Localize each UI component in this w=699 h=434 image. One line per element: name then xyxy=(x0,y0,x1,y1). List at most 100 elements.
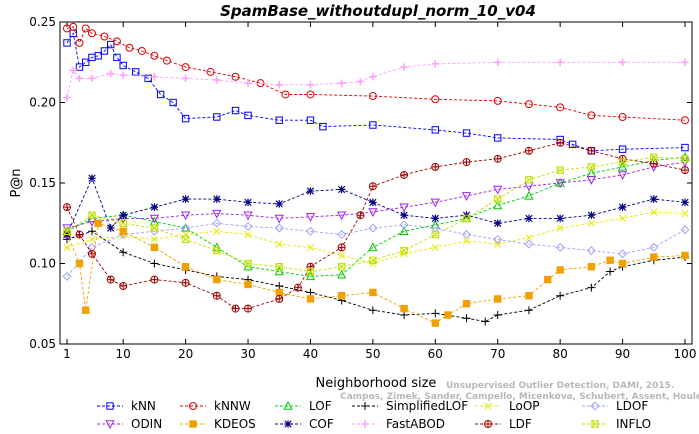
series-ldf xyxy=(63,138,689,313)
legend-item: kNN xyxy=(97,399,156,413)
data-point xyxy=(587,146,596,155)
data-point xyxy=(306,90,315,99)
data-point xyxy=(305,271,316,281)
data-point xyxy=(493,200,503,210)
data-point xyxy=(368,208,378,218)
data-point xyxy=(481,317,490,326)
data-point xyxy=(100,47,109,55)
data-point xyxy=(462,158,471,167)
legend-marker xyxy=(361,402,369,410)
legend-label: KDEOS xyxy=(214,417,256,431)
watermark-line-2: Campos, Zimek, Sander, Campello, Micenko… xyxy=(340,392,699,402)
data-point xyxy=(213,195,221,203)
data-point xyxy=(649,159,658,168)
x-tick-label: 100 xyxy=(674,347,697,361)
data-point xyxy=(243,211,253,221)
data-point xyxy=(162,56,171,65)
data-point xyxy=(87,249,96,258)
data-point xyxy=(106,275,115,284)
data-point xyxy=(356,77,365,86)
data-point xyxy=(88,235,96,243)
data-point xyxy=(494,58,502,66)
data-point xyxy=(431,60,440,68)
data-point xyxy=(150,224,159,232)
data-point xyxy=(681,210,689,218)
data-point xyxy=(75,74,84,83)
legend-item: LOF xyxy=(275,399,332,413)
x-tick-label: 10 xyxy=(116,347,131,361)
watermark-line-1: Unsupervised Outlier Detection, DAMI, 20… xyxy=(446,381,674,391)
data-point xyxy=(137,46,146,55)
data-point xyxy=(156,90,165,99)
series-line xyxy=(66,177,686,235)
legend-label: kNN xyxy=(131,399,156,413)
data-point xyxy=(525,292,533,300)
y-tick-label: 0.25 xyxy=(29,15,56,29)
data-point xyxy=(400,304,408,313)
data-point xyxy=(368,242,378,252)
legend-label: LOF xyxy=(309,399,332,413)
data-point xyxy=(493,311,502,320)
data-point xyxy=(69,66,77,74)
data-point xyxy=(524,239,534,249)
data-point xyxy=(144,74,152,83)
data-point xyxy=(244,280,252,289)
data-point xyxy=(619,214,627,222)
data-point xyxy=(649,195,658,203)
data-point xyxy=(431,214,440,223)
data-point xyxy=(356,211,365,220)
data-point xyxy=(337,243,346,252)
data-point xyxy=(112,37,121,46)
data-point xyxy=(119,71,127,79)
data-point xyxy=(306,81,315,89)
data-point xyxy=(369,198,377,207)
data-point xyxy=(75,38,84,47)
legend-marker xyxy=(105,420,115,430)
data-point xyxy=(556,166,564,174)
data-point xyxy=(618,259,627,268)
data-point xyxy=(75,63,84,71)
data-point xyxy=(63,39,71,47)
data-point xyxy=(606,267,615,276)
data-point xyxy=(63,93,71,102)
data-point xyxy=(618,112,627,121)
data-point xyxy=(106,224,115,232)
legend-item: LDOF xyxy=(582,399,648,413)
data-point xyxy=(306,267,315,276)
series-inflo xyxy=(63,153,689,276)
data-point xyxy=(275,200,284,208)
legend-label: LDF xyxy=(509,417,532,431)
data-point xyxy=(281,90,290,99)
data-point xyxy=(82,306,90,314)
legend-label: ODIN xyxy=(131,417,162,431)
data-point xyxy=(556,266,564,274)
data-point xyxy=(88,211,96,219)
data-point xyxy=(493,234,503,244)
series-line xyxy=(66,222,686,324)
data-point xyxy=(494,240,502,248)
series-line xyxy=(66,211,686,264)
data-point xyxy=(256,79,265,88)
data-point xyxy=(212,209,222,219)
data-point xyxy=(119,211,127,219)
data-point xyxy=(618,249,628,259)
data-point xyxy=(493,219,502,228)
data-point xyxy=(244,259,252,268)
data-point xyxy=(431,243,439,251)
data-point xyxy=(368,306,377,315)
series-line xyxy=(66,26,686,121)
data-point xyxy=(399,226,409,235)
data-point xyxy=(150,275,159,284)
data-point xyxy=(231,106,240,115)
legend-marker xyxy=(284,420,292,428)
data-point xyxy=(400,246,408,255)
data-point xyxy=(494,295,502,303)
data-point xyxy=(568,140,577,149)
data-point xyxy=(587,211,596,219)
data-point xyxy=(681,116,689,125)
y-axis: 0.05 0.10 0.15 0.20 0.25 xyxy=(29,15,692,351)
data-point xyxy=(681,155,689,163)
data-point xyxy=(275,240,283,248)
data-point xyxy=(462,300,471,308)
legend-label: FastABOD xyxy=(386,417,445,431)
